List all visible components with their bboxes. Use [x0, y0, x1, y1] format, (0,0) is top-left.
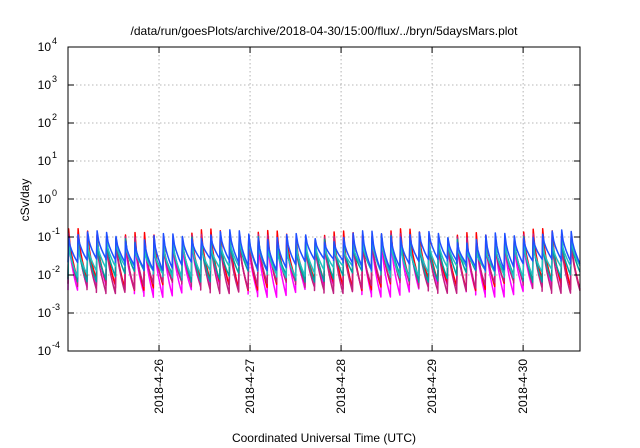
x-tick-label: 2018-4-29: [425, 359, 439, 414]
y-tick-exponent: 3: [52, 74, 57, 84]
y-tick-exponent: 2: [52, 112, 57, 122]
x-ticks: 2018-4-26 2018-4-27 2018-4-28 2018-4-29 2018…: [152, 47, 530, 414]
y-tick-exponent: 4: [52, 36, 57, 46]
x-tick-label: 2018-4-27: [243, 359, 257, 414]
chart-title: /data/run/goesPlots/archive/2018-04-30/1…: [131, 24, 519, 38]
y-tick-label: 10: [38, 78, 52, 92]
series-line: [67, 236, 581, 279]
y-tick-label: 10: [38, 268, 52, 282]
series-line: [67, 229, 581, 272]
y-tick-label: 10: [38, 344, 52, 358]
y-tick-exponent: -3: [52, 302, 60, 312]
x-tick-label: 2018-4-30: [516, 359, 530, 414]
series-line: [67, 232, 581, 295]
x-tick-label: 2018-4-28: [334, 359, 348, 414]
x-axis-label: Coordinated Universal Time (UTC): [232, 431, 416, 445]
y-tick-exponent: -2: [52, 264, 60, 274]
y-tick-label: 10: [38, 154, 52, 168]
y-tick-label: 10: [38, 40, 52, 54]
series-lines: [67, 227, 581, 298]
y-tick-exponent: -1: [52, 226, 60, 236]
y-tick-label: 10: [38, 192, 52, 206]
x-tick-label: 2018-4-26: [152, 359, 166, 414]
y-tick-label: 10: [38, 116, 52, 130]
y-tick-exponent: 1: [52, 150, 57, 160]
y-tick-label: 10: [38, 306, 52, 320]
y-tick-exponent: -4: [52, 340, 60, 350]
y-tick-label: 10: [38, 230, 52, 244]
gridlines: [68, 47, 580, 351]
y-axis-label: cSv/day: [18, 179, 32, 222]
y-tick-exponent: 0: [52, 188, 57, 198]
